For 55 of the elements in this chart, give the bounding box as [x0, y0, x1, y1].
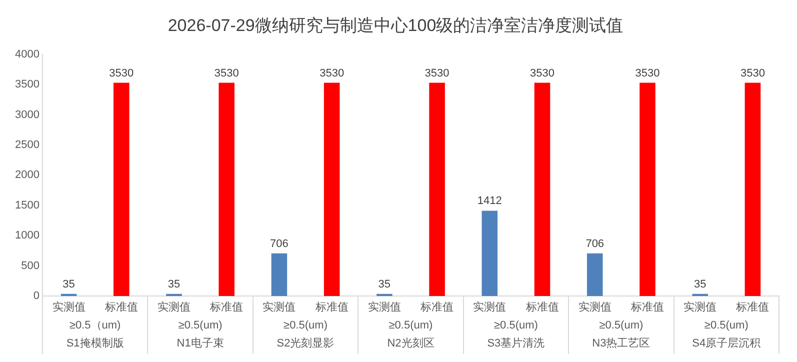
- y-tick-label: 3000: [14, 108, 40, 121]
- x-tick-label: ≥0.5(um) S4原子层沉积: [692, 320, 761, 350]
- series-label: 标准值: [209, 300, 244, 314]
- text: 实测值: [473, 302, 506, 314]
- bar: [586, 253, 603, 296]
- bar: [534, 82, 550, 296]
- y-tick-label: 500: [21, 260, 40, 272]
- text: 实测值: [52, 302, 86, 314]
- data-label: 3530: [530, 67, 554, 80]
- x-tick-label: ≥0.5(um) N2光刻区: [387, 320, 434, 350]
- text: 实测值: [368, 302, 401, 314]
- bar: [640, 82, 656, 296]
- data-label: 3530: [109, 67, 134, 80]
- bar: [324, 82, 340, 296]
- bar: [744, 82, 761, 296]
- data-label: 35: [168, 278, 180, 290]
- text: 标准值: [420, 302, 454, 314]
- text: 实测值: [157, 302, 190, 314]
- y-tick-label: 0: [33, 290, 40, 302]
- y-tick-label: 4000: [14, 48, 40, 60]
- data-label: 3530: [424, 67, 450, 80]
- bar: [271, 253, 288, 296]
- text: 标准值: [736, 302, 770, 314]
- x-tick-label: ≥0.5(um) N3热工艺区: [592, 320, 650, 350]
- x-tick-label: ≥0.5(um) S2光刻显影: [276, 320, 334, 350]
- data-label: 3530: [320, 67, 344, 80]
- y-tick-label: 1000: [14, 230, 40, 242]
- data-label: 35: [694, 278, 706, 290]
- x-tick-label: ≥0.5(um) N1电子束: [176, 320, 224, 350]
- bar: [429, 82, 445, 296]
- text: 标准值: [526, 302, 559, 314]
- bar: [482, 210, 498, 296]
- x-tick-label: ≥0.5（um) S1掩模制版: [66, 320, 124, 350]
- bar: [113, 82, 130, 296]
- text: 标准值: [104, 302, 138, 314]
- x-tick-label: ≥0.5(um) S3基片清洗: [487, 320, 545, 350]
- y-tick-label: 3500: [14, 78, 40, 91]
- data-label: 706: [270, 238, 288, 250]
- data-label: 35: [378, 278, 391, 290]
- data-label: 3530: [740, 67, 765, 80]
- text: 标准值: [315, 302, 348, 314]
- text: 标准值: [630, 302, 664, 314]
- data-label: 1412: [477, 195, 502, 208]
- y-tick-label: 2500: [14, 139, 40, 152]
- data-label: 706: [586, 238, 604, 250]
- series-label: 实测值: [262, 300, 296, 314]
- y-tick-label: 1500: [14, 199, 40, 212]
- chart-title: 2026-07-29微纳研究与制造中心100级的洁净室洁净度测试值: [168, 16, 624, 35]
- y-tick-label: 2000: [14, 169, 40, 182]
- data-label: 3530: [214, 67, 239, 80]
- bar: [218, 82, 234, 296]
- text: 实测值: [684, 302, 717, 314]
- data-label: 3530: [635, 67, 660, 80]
- data-label: 35: [62, 278, 75, 290]
- text: 实测值: [578, 302, 612, 314]
